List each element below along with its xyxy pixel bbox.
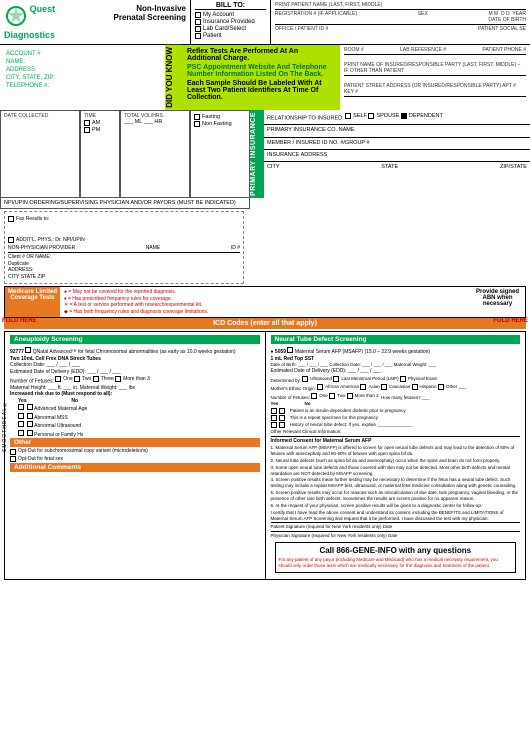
total-vol-cell[interactable]: TOTAL VOL/HRS. ___ ML ___ HR bbox=[120, 110, 190, 198]
fold-right: FOLD HERE bbox=[493, 318, 528, 324]
call-phone: Call 866-GENE-INFO with any questions bbox=[279, 546, 513, 555]
risk-us[interactable]: Abnormal Ultrasound bbox=[18, 421, 260, 430]
medicare-row: Medicare Limited Coverage Tests ● = May … bbox=[4, 286, 526, 318]
primary-insurance-block: PRIMARY INSURANCE RELATIONSHIP TO INSURE… bbox=[250, 110, 530, 198]
info-row: ACCOUNT # NAME: ADDRESS: CITY, STATE, ZI… bbox=[0, 45, 530, 110]
optout-micro[interactable]: Opt-Out for subchromosomal copy variant … bbox=[10, 448, 260, 455]
ssn-label: PATIENT SOCIAL SE bbox=[478, 26, 526, 32]
account-name-label: NAME: bbox=[6, 59, 159, 65]
account-phone-label: TELEPHONE #: bbox=[6, 83, 159, 89]
icd-bar: ICD Codes (enter all that apply) bbox=[4, 318, 526, 329]
yn-diabetic[interactable]: Patient is an insulin-dependent diabetic… bbox=[271, 408, 521, 414]
did-you-know-strip: DID YOU KNOW Reflex Tests Are Performed … bbox=[165, 45, 340, 110]
billto-opt-insurance[interactable]: Insurance Provided bbox=[195, 19, 266, 25]
date-collected-cell[interactable]: DATE COLLECTED bbox=[0, 110, 80, 198]
screening-columns: Aneuploidy Screening 92777 QNatal Advanc… bbox=[4, 331, 526, 580]
consent-body: 1. Maternal Serum AFP (MSAFP) is offered… bbox=[271, 445, 521, 521]
physician-sig-label[interactable]: Physician Signature (required for New Yo… bbox=[271, 533, 521, 539]
billto-opt-myaccount[interactable]: My Account bbox=[195, 12, 266, 18]
form-title: Non-Invasive Prenatal Screening bbox=[90, 0, 190, 44]
fax-block: Fax Results to: ADDIT'L. PHYS.: Dr. NPI/… bbox=[4, 211, 244, 285]
other-clinical-info[interactable]: Other Relevant Clinical Information: bbox=[271, 429, 521, 435]
patient-phone-label: PATIENT PHONE # bbox=[482, 47, 526, 53]
primary-insurance-vert: PRIMARY INSURANCE bbox=[250, 110, 264, 198]
abn-label: Provide signed ABN when necessary bbox=[470, 287, 525, 317]
determined-row[interactable]: Determined by: Ultrasound Last Menstrual… bbox=[271, 375, 521, 384]
collection-row: DATE COLLECTED TIME AM PM TOTAL VOL/HRS.… bbox=[0, 110, 530, 198]
fax-results-cb[interactable]: Fax Results to: bbox=[8, 216, 240, 223]
account-citystate-label: CITY, STATE, ZIP: bbox=[6, 75, 159, 81]
billto-heading: BILL TO: bbox=[195, 2, 266, 10]
ins-city-row[interactable]: CITY STATE ZIP/STATE bbox=[264, 162, 530, 173]
risk-ama[interactable]: Advanced Maternal Age bbox=[18, 404, 260, 413]
account-block: ACCOUNT # NAME: ADDRESS: CITY, STATE, ZI… bbox=[0, 45, 165, 110]
yn-repeat[interactable]: This is a repeat specimen for this pregn… bbox=[271, 415, 521, 421]
patient-street-label: PATIENT STREET ADDRESS (OR INSURED/RESPO… bbox=[344, 83, 526, 95]
ins-company-label[interactable]: PRIMARY INSURANCE CO. NAME bbox=[264, 125, 530, 137]
consent-head: Informed Consent for Maternal Serum AFP bbox=[271, 438, 521, 445]
ins-address-label[interactable]: INSURANCE ADDRESS bbox=[264, 150, 530, 162]
fasting-cell[interactable]: Fasting Non Fasting bbox=[190, 110, 250, 198]
billto-opt-patient[interactable]: Patient bbox=[195, 33, 266, 39]
additional-comments-head: Additional Comments bbox=[10, 463, 260, 472]
insured-right-block: ROOM # LAB REFERENCE # PATIENT PHONE # P… bbox=[340, 45, 530, 110]
yn-history[interactable]: History of neural tube defect: If yes, e… bbox=[271, 422, 521, 428]
patient-name-label: PRINT PATIENT NAME (LAST, FIRST, MIDDLE) bbox=[275, 2, 526, 8]
sex-label: SEX bbox=[418, 11, 428, 17]
ntd-head: Neural Tube Defect Screening bbox=[271, 335, 521, 344]
left-fetuses[interactable]: Number of Fetuses: One Two Three More th… bbox=[10, 375, 260, 385]
risk-hx[interactable]: Personal or Family Hx bbox=[18, 430, 260, 439]
ins-member-label[interactable]: MEMBER / INSURED ID NO. #/GROUP # bbox=[264, 138, 530, 150]
brand-logo: Quest Diagnostics bbox=[0, 0, 90, 44]
optout-sex[interactable]: Opt-Out for fetal sex bbox=[10, 456, 260, 463]
time-cell[interactable]: TIME AM PM bbox=[80, 110, 120, 198]
account-address-label: ADDRESS: bbox=[6, 67, 159, 73]
aneuploidy-col: Aneuploidy Screening 92777 QNatal Advanc… bbox=[5, 332, 265, 579]
fold-left: FOLD HERE bbox=[2, 318, 37, 324]
other-head: Other bbox=[10, 438, 260, 447]
insured-name-label: PRINT NAME OF INSURED/RESPONSIBLE PARTY … bbox=[344, 62, 526, 74]
room-label: ROOM # bbox=[344, 47, 364, 53]
ntd-col: Neural Tube Defect Screening ● 5059 Mate… bbox=[265, 332, 526, 579]
aneuploidy-head: Aneuploidy Screening bbox=[10, 335, 260, 344]
did-you-know-msg: Reflex Tests Are Performed At An Additio… bbox=[181, 45, 340, 110]
call-box: Call 866-GENE-INFO with any questions Fo… bbox=[275, 542, 517, 573]
risk-heading: Increased risk due to (Must respond to a… bbox=[10, 391, 260, 398]
addl-phys-cb[interactable]: ADDIT'L. PHYS.: Dr. NPI/UPIN bbox=[8, 237, 240, 244]
relationship-row[interactable]: RELATIONSHIP TO INSURED: SELF SPOUSE DEP… bbox=[264, 110, 530, 126]
sidebar-brand: SMOOTHDEAL® bbox=[2, 400, 8, 452]
form-header: Quest Diagnostics Non-Invasive Prenatal … bbox=[0, 0, 530, 45]
billto-opt-labcard[interactable]: Lab Card/Select bbox=[195, 26, 266, 32]
patient-sig-label[interactable]: Patient Signature (required for New York… bbox=[271, 524, 521, 530]
patient-header-block: PRINT PATIENT NAME (LAST, FIRST, MIDDLE)… bbox=[270, 0, 530, 44]
account-number-label: ACCOUNT # bbox=[6, 51, 159, 57]
labref-label: LAB REFERENCE # bbox=[400, 47, 446, 53]
medicare-title: Medicare Limited Coverage Tests bbox=[5, 287, 60, 317]
risk-mss[interactable]: Abnormal MSS bbox=[18, 413, 260, 422]
medicare-bullets: ● = May not be covered for the reported … bbox=[60, 287, 470, 317]
did-you-know-vert: DID YOU KNOW bbox=[165, 45, 181, 110]
ethnic-row[interactable]: Mother's Ethnic Origin: African American… bbox=[271, 383, 521, 392]
call-disclaimer: For any patient of any payor (including … bbox=[279, 557, 513, 569]
right-fetuses[interactable]: Number of Fetuses: One Two More than 2 H… bbox=[271, 392, 521, 401]
dob-label: DATE OF BIRTH bbox=[275, 17, 526, 23]
npi-label: NPI/UPIN ORDERING/SUPERVISING PHYSICIAN … bbox=[0, 198, 250, 209]
billto-block: BILL TO: My Account Insurance Provided L… bbox=[190, 0, 270, 44]
office-id-label: OFFICE / PATIENT ID # bbox=[275, 26, 328, 32]
registration-label: REGISTRATION # (IF APPLICABLE) bbox=[275, 11, 357, 17]
